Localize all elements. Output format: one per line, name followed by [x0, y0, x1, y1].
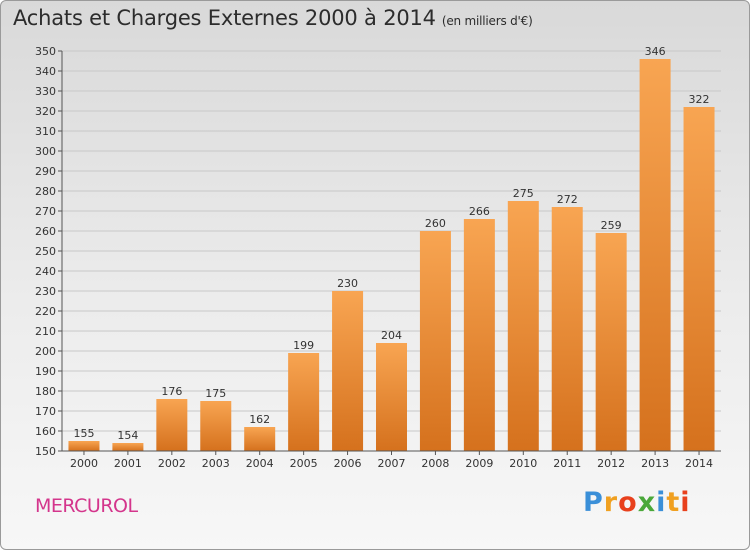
- y-tick-label: 180: [35, 385, 56, 398]
- bar-2002: [156, 399, 188, 451]
- y-tick-label: 150: [35, 445, 56, 458]
- y-tick-label: 240: [35, 265, 56, 278]
- bar-2004: [244, 427, 276, 451]
- y-tick-label: 190: [35, 365, 56, 378]
- logo-letter: i: [656, 487, 667, 518]
- y-tick-label: 330: [35, 85, 56, 98]
- bar-2012: [595, 233, 627, 451]
- x-axis-ticks: 2000 2001 2002 2003 2004 2005 2006 2007 2008 2009…: [70, 451, 713, 470]
- chart-title-text: Achats et Charges Externes 2000 à 2014: [13, 6, 436, 30]
- x-tick-label: 2004: [246, 457, 274, 470]
- data-labels: 155 154 176 175 162 199 230 204 260 266 275 272 259 3…: [73, 45, 709, 442]
- y-tick-label: 250: [35, 245, 56, 258]
- chart-title: Achats et Charges Externes 2000 à 2014 (e…: [13, 6, 533, 30]
- y-tick-label: 300: [35, 145, 56, 158]
- y-axis-ticks: 150 160 170 180 190 200 210 220 230 240 250 260 270 2…: [35, 45, 62, 458]
- bar-2000: [68, 441, 100, 451]
- x-tick-label: 2010: [509, 457, 537, 470]
- y-tick-label: 350: [35, 45, 56, 58]
- logo-letter: P: [583, 487, 604, 518]
- logo-letter: r: [603, 487, 619, 518]
- y-tick-label: 210: [35, 325, 56, 338]
- data-label: 275: [513, 187, 534, 200]
- bar-2001: [112, 443, 144, 451]
- chart-subtitle: (en milliers d'€): [441, 14, 533, 28]
- y-tick-label: 340: [35, 65, 56, 78]
- y-tick-label: 280: [35, 185, 56, 198]
- x-tick-label: 2008: [421, 457, 449, 470]
- logo-letter: x: [637, 487, 657, 518]
- data-label: 204: [381, 329, 402, 342]
- data-label: 260: [425, 217, 446, 230]
- bar-2008: [419, 231, 451, 451]
- logo-letter: i: [680, 487, 691, 518]
- x-tick-label: 2000: [70, 457, 98, 470]
- y-tick-label: 220: [35, 305, 56, 318]
- data-label: 154: [117, 429, 138, 442]
- proxiti-logo: Proxiti: [583, 487, 691, 518]
- bar-2007: [376, 343, 407, 451]
- bar-2003: [200, 401, 232, 451]
- data-label: 230: [337, 277, 358, 290]
- x-tick-label: 2001: [114, 457, 142, 470]
- x-tick-label: 2003: [202, 457, 230, 470]
- x-tick-label: 2013: [641, 457, 669, 470]
- data-label: 162: [249, 413, 270, 426]
- y-tick-label: 270: [35, 205, 56, 218]
- x-tick-label: 2006: [334, 457, 362, 470]
- bar-2013: [639, 59, 671, 451]
- y-tick-label: 230: [35, 285, 56, 298]
- commune-name: MERCUROL: [35, 495, 138, 517]
- y-tick-label: 260: [35, 225, 56, 238]
- logo-letter: t: [666, 487, 681, 518]
- data-label: 175: [205, 387, 226, 400]
- bar-2014: [683, 107, 715, 451]
- y-tick-label: 170: [35, 405, 56, 418]
- y-tick-label: 310: [35, 125, 56, 138]
- bar-2005: [288, 353, 320, 451]
- data-label: 266: [469, 205, 490, 218]
- bar-2009: [463, 219, 495, 451]
- x-tick-label: 2009: [465, 457, 493, 470]
- bar-2006: [332, 291, 364, 451]
- data-label: 199: [293, 339, 314, 352]
- x-tick-label: 2012: [597, 457, 625, 470]
- x-tick-label: 2007: [378, 457, 406, 470]
- x-tick-label: 2014: [685, 457, 713, 470]
- data-label: 155: [73, 427, 94, 440]
- axes: [61, 51, 721, 452]
- bars: [68, 59, 715, 451]
- y-tick-label: 200: [35, 345, 56, 358]
- data-label: 346: [645, 45, 666, 58]
- data-label: 272: [557, 193, 578, 206]
- data-label: 259: [601, 219, 622, 232]
- x-tick-label: 2005: [290, 457, 318, 470]
- bar-2010: [507, 201, 539, 451]
- data-label: 176: [161, 385, 182, 398]
- y-tick-label: 160: [35, 425, 56, 438]
- x-tick-label: 2002: [158, 457, 186, 470]
- bar-2011: [551, 207, 583, 451]
- y-tick-label: 290: [35, 165, 56, 178]
- logo-letter: o: [618, 487, 638, 518]
- data-label: 322: [689, 93, 710, 106]
- x-tick-label: 2011: [553, 457, 581, 470]
- y-tick-label: 320: [35, 105, 56, 118]
